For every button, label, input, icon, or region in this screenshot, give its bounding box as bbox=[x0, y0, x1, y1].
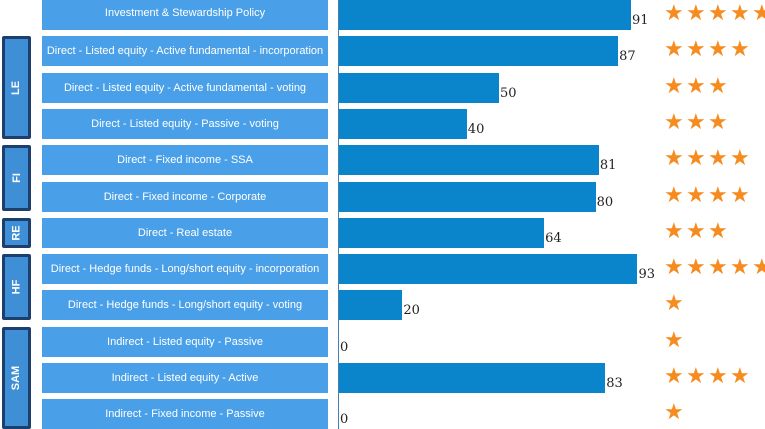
data-label: 80 bbox=[596, 194, 614, 210]
star-icon: ★ bbox=[664, 72, 684, 98]
data-label: 83 bbox=[606, 376, 623, 391]
group-label: HF bbox=[10, 279, 23, 295]
star-rating: ★ ★ ★ bbox=[664, 217, 730, 243]
star-rating: ★ ★ ★ ★ ★ bbox=[664, 2, 765, 24]
star-icon: ★ bbox=[752, 254, 765, 280]
star-rating: ★ ★ ★ ★ bbox=[664, 38, 752, 60]
bar bbox=[338, 145, 599, 176]
star-rating: ★ bbox=[664, 401, 686, 423]
star-icon: ★ bbox=[664, 181, 684, 207]
star-icon: ★ bbox=[664, 290, 684, 316]
group-label-box: HF bbox=[2, 254, 31, 321]
star-icon: ★ bbox=[686, 254, 706, 280]
bar bbox=[338, 290, 403, 321]
star-rating: ★ ★ ★ ★ ★ bbox=[664, 256, 765, 278]
category-label: Investment & Stewardship Policy bbox=[42, 0, 328, 30]
data-label: 91 bbox=[632, 13, 649, 28]
category-label: Indirect - Fixed income - Passive bbox=[42, 399, 328, 429]
group-label: LE bbox=[10, 80, 23, 95]
star-icon: ★ bbox=[686, 363, 706, 388]
star-icon: ★ bbox=[708, 72, 728, 98]
star-rating: ★ ★ ★ bbox=[664, 72, 730, 98]
data-label: 20 bbox=[403, 303, 420, 319]
data-label: 0 bbox=[340, 412, 349, 428]
star-icon: ★ bbox=[708, 181, 728, 207]
group-label: RE bbox=[10, 225, 23, 241]
category-label: Direct - Fixed income - SSA bbox=[42, 145, 328, 176]
star-icon: ★ bbox=[708, 145, 728, 171]
star-icon: ★ bbox=[686, 217, 706, 243]
star-icon: ★ bbox=[708, 108, 728, 134]
category-label: Direct - Hedge funds - Long/short equity… bbox=[42, 254, 328, 285]
star-rating: ★ bbox=[664, 292, 686, 314]
data-label: 64 bbox=[545, 230, 562, 246]
star-icon: ★ bbox=[752, 0, 765, 25]
data-label: 87 bbox=[619, 49, 636, 65]
bar bbox=[338, 254, 638, 285]
star-rating: ★ ★ ★ bbox=[664, 108, 730, 134]
value-axis bbox=[338, 0, 339, 428]
group-label: SAM bbox=[10, 365, 23, 391]
star-icon: ★ bbox=[730, 254, 750, 280]
star-icon: ★ bbox=[708, 0, 728, 25]
star-icon: ★ bbox=[730, 181, 750, 207]
category-label: Indirect - Listed equity - Passive bbox=[42, 326, 328, 357]
category-label: Indirect - Listed equity - Active bbox=[42, 363, 328, 393]
category-label: Direct - Listed equity - Active fundamen… bbox=[42, 36, 328, 67]
star-icon: ★ bbox=[664, 108, 684, 134]
star-icon: ★ bbox=[686, 145, 706, 171]
star-rating: ★ bbox=[664, 326, 686, 352]
star-icon: ★ bbox=[664, 217, 684, 243]
star-rating: ★ ★ ★ ★ bbox=[664, 147, 752, 169]
category-label: Direct - Listed equity - Passive - votin… bbox=[42, 108, 328, 139]
star-icon: ★ bbox=[664, 0, 684, 25]
group-label-box: LE bbox=[2, 36, 31, 139]
star-icon: ★ bbox=[664, 145, 684, 171]
star-icon: ★ bbox=[686, 0, 706, 25]
category-label: Direct - Real estate bbox=[42, 217, 328, 248]
star-icon: ★ bbox=[664, 254, 684, 280]
data-label: 50 bbox=[500, 85, 517, 101]
star-icon: ★ bbox=[686, 181, 706, 207]
bar bbox=[338, 181, 596, 212]
star-icon: ★ bbox=[730, 363, 750, 388]
bar bbox=[338, 363, 606, 393]
data-label: 81 bbox=[599, 158, 617, 174]
star-icon: ★ bbox=[686, 108, 706, 134]
category-label: Direct - Fixed income - Corporate bbox=[42, 181, 328, 212]
star-icon: ★ bbox=[730, 36, 750, 62]
star-icon: ★ bbox=[664, 363, 684, 388]
star-icon: ★ bbox=[664, 326, 684, 352]
bar bbox=[338, 217, 545, 248]
star-icon: ★ bbox=[730, 145, 750, 171]
group-label-box: SAM bbox=[2, 326, 31, 429]
bar bbox=[338, 0, 632, 30]
star-icon: ★ bbox=[664, 36, 684, 62]
data-label: 93 bbox=[638, 267, 655, 283]
bar bbox=[338, 36, 619, 67]
group-label: FI bbox=[10, 173, 23, 184]
star-icon: ★ bbox=[708, 36, 728, 62]
bar bbox=[338, 72, 499, 103]
star-icon: ★ bbox=[664, 399, 684, 425]
star-icon: ★ bbox=[730, 0, 750, 25]
star-icon: ★ bbox=[686, 36, 706, 62]
group-label-box: RE bbox=[2, 217, 31, 248]
star-rating: ★ ★ ★ ★ bbox=[664, 365, 752, 387]
star-icon: ★ bbox=[708, 217, 728, 243]
category-label: Direct - Hedge funds - Long/short equity… bbox=[42, 290, 328, 321]
star-icon: ★ bbox=[708, 363, 728, 388]
category-label: Direct - Listed equity - Active fundamen… bbox=[42, 72, 328, 103]
data-label: 0 bbox=[340, 339, 349, 355]
star-rating: ★ ★ ★ ★ bbox=[664, 181, 752, 207]
group-label-box: FI bbox=[2, 145, 31, 212]
star-icon: ★ bbox=[708, 254, 728, 280]
star-icon: ★ bbox=[686, 72, 706, 98]
bar bbox=[338, 108, 467, 139]
data-label: 40 bbox=[467, 121, 485, 137]
